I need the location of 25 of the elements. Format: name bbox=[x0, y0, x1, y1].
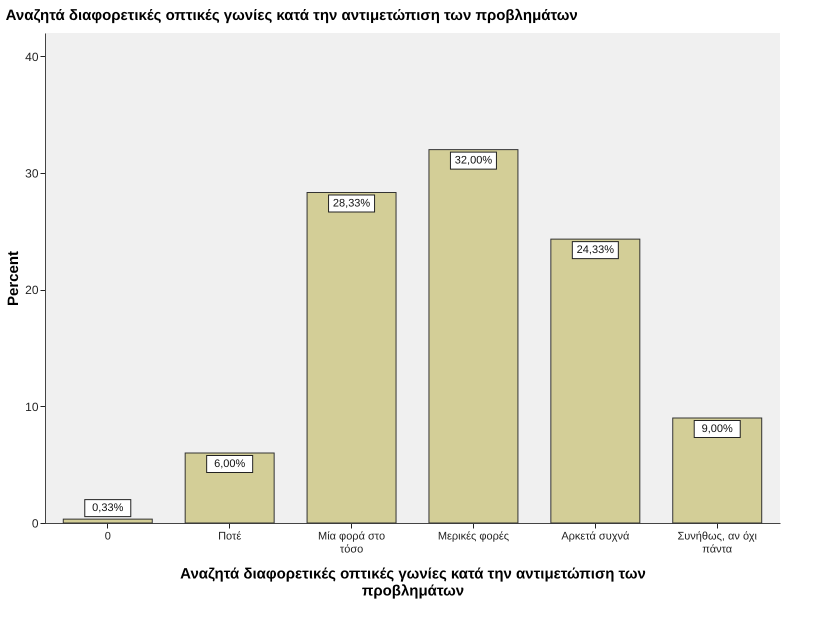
bar bbox=[62, 518, 153, 524]
data-label: 32,00% bbox=[454, 154, 492, 167]
y-tick-label: 20 bbox=[25, 283, 39, 298]
x-tick-label: 0 bbox=[104, 530, 111, 542]
data-label: 0,33% bbox=[92, 502, 124, 514]
x-axis-title: Αναζητά διαφορετικές οπτικές γωνίες κατά την αντιμετώπιση των προβλημάτων bbox=[180, 566, 646, 600]
bar bbox=[550, 238, 640, 524]
y-tick-label: 0 bbox=[32, 516, 39, 530]
y-axis-title: Percent bbox=[5, 250, 22, 306]
data-label: 9,00% bbox=[702, 423, 734, 435]
x-tick-label: Αρκετά συχνά bbox=[561, 530, 630, 542]
bar bbox=[306, 192, 397, 524]
y-tick-label: 40 bbox=[25, 50, 39, 64]
y-tick-label: 30 bbox=[25, 166, 39, 180]
chart-title: Αναζητά διαφορετικές οπτικές γωνίες κατά την αντιμετώπιση των προβλημάτων bbox=[6, 7, 578, 24]
x-tick-label: Συνήθως, αν όχι πάντα bbox=[677, 530, 758, 556]
x-tick-label: Ποτέ bbox=[218, 530, 242, 542]
bar bbox=[428, 149, 518, 524]
x-tick-label: Μερικές φορές bbox=[438, 530, 510, 542]
data-label: 6,00% bbox=[214, 458, 246, 470]
data-label: 24,33% bbox=[576, 244, 614, 256]
y-tick-label: 10 bbox=[25, 400, 39, 414]
data-label: 28,33% bbox=[332, 197, 370, 210]
x-tick-label: Μία φορά στο τόσο bbox=[318, 530, 386, 556]
bar bbox=[672, 418, 762, 524]
